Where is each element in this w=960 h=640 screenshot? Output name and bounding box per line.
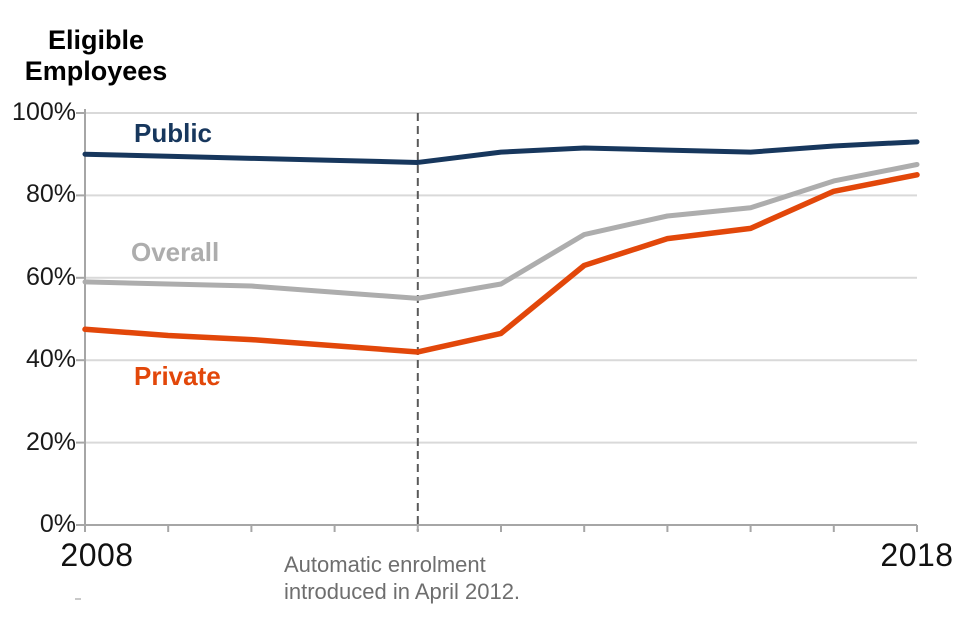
annotation-line2: introduced in April 2012. <box>284 579 521 604</box>
x-axis-label-2008: 2008 <box>60 537 134 573</box>
line-series-overall <box>82 162 920 301</box>
y-axis-tick-label-20: 20% <box>25 428 76 456</box>
line-series-public <box>82 139 920 165</box>
y-axis-tick-label-0: 0% <box>39 510 76 538</box>
y-axis-tick-label-60: 60% <box>25 263 76 291</box>
line-series-private <box>82 172 920 355</box>
stray-mark <box>75 598 81 600</box>
annotation-line1: Automatic enrolment <box>284 552 486 577</box>
y-axis-tick-label-80: 80% <box>25 180 76 208</box>
annotation-text: Automatic enrolment introduced in April … <box>284 551 520 605</box>
y-axis-tick-label-40: 40% <box>25 345 76 373</box>
y-axis-tick-label-100: 100% <box>12 98 76 126</box>
x-axis-label-2018: 2018 <box>880 537 954 573</box>
chart-title: Eligible Employees <box>20 25 172 87</box>
chart-title-line2: Employees <box>24 56 168 86</box>
series-label-public: Public <box>134 118 213 148</box>
chart-title-line1: Eligible <box>47 25 145 55</box>
series-label-private: Private <box>134 361 221 391</box>
series-label-overall: Overall <box>131 237 220 267</box>
